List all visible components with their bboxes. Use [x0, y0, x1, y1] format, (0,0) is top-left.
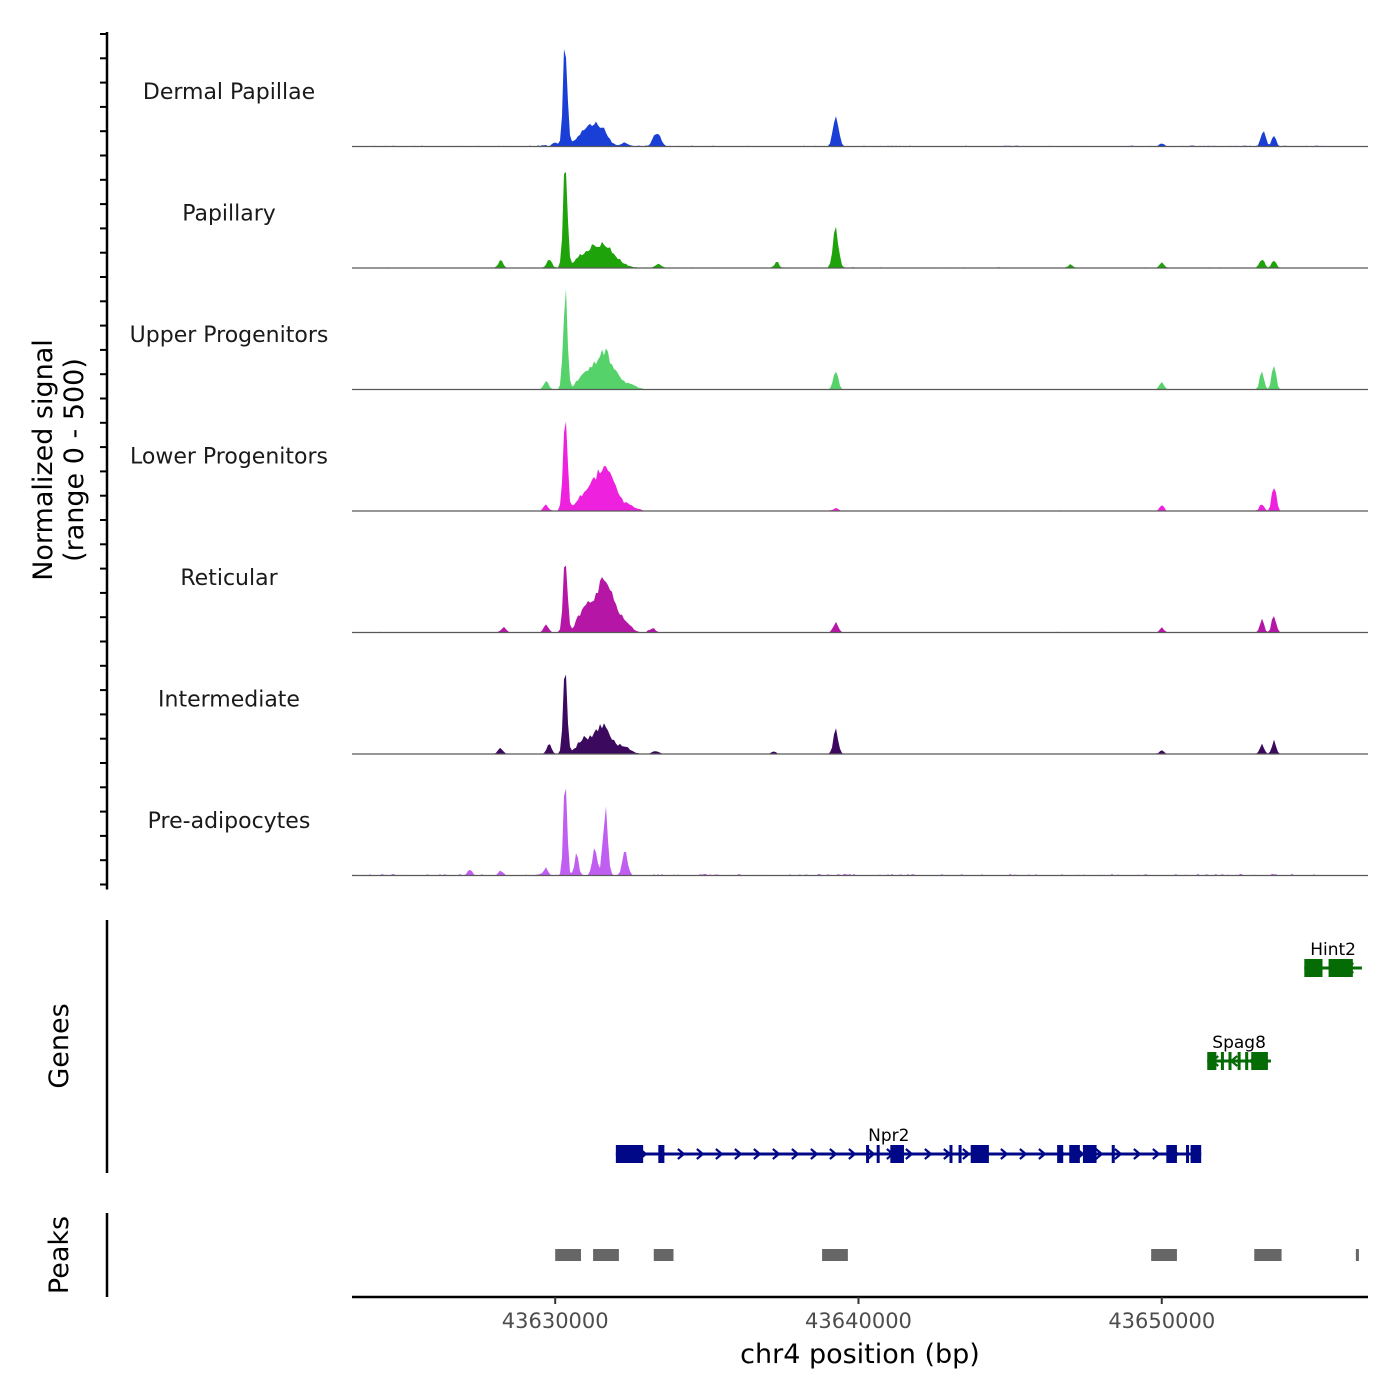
- x-tick-label: 43640000: [805, 1309, 912, 1333]
- strand-arrow: [734, 1148, 743, 1160]
- strand-arrow: [924, 1148, 933, 1160]
- signal-area: [352, 421, 1323, 511]
- signal-y-axis: [100, 32, 109, 890]
- strand-arrow: [1114, 1148, 1123, 1160]
- gene-model: Hint2: [1304, 940, 1362, 977]
- signal-area: [352, 49, 1323, 147]
- peak-region: [653, 1249, 674, 1261]
- x-axis-title: chr4 position (bp): [740, 1339, 980, 1370]
- genes-track: Hint2 Spag8 Npr2: [615, 940, 1362, 1163]
- strand-arrow: [829, 1148, 838, 1160]
- strand-arrow: [1038, 1148, 1047, 1160]
- peak-region: [555, 1249, 581, 1261]
- gene-label: Spag8: [1212, 1033, 1266, 1053]
- strand-arrow: [696, 1148, 705, 1160]
- strand-arrow: [1133, 1148, 1142, 1160]
- gene-exon: [970, 1145, 989, 1163]
- strand-arrow: [1095, 1148, 1104, 1160]
- gene-exon: [615, 1145, 644, 1163]
- x-axis: 43630000 43640000 43650000: [352, 1295, 1368, 1333]
- strand-arrow: [867, 1148, 876, 1160]
- peak-region: [1151, 1249, 1177, 1261]
- y-axis-title-line1: Normalized signal: [28, 339, 59, 581]
- gene-exon: [890, 1145, 904, 1163]
- gene-label: Hint2: [1310, 940, 1356, 960]
- gene-exon: [1111, 1145, 1115, 1163]
- strand-arrow: [848, 1148, 857, 1160]
- track-label: Pre-adipocytes: [148, 809, 311, 834]
- gene-exon: [1207, 1052, 1217, 1070]
- gene-exon: [1186, 1145, 1190, 1163]
- strand-arrow: [677, 1148, 686, 1160]
- gene-exon: [1245, 1052, 1249, 1070]
- gene-label: Npr2: [868, 1126, 909, 1146]
- y-axis-title-line2: (range 0 - 500): [59, 358, 90, 562]
- gene-exon: [1190, 1145, 1202, 1163]
- x-tick-label: 43630000: [502, 1309, 609, 1333]
- signal-track: Lower Progenitors: [130, 421, 1368, 512]
- peak-region: [1355, 1249, 1359, 1261]
- gene-exon: [1237, 1052, 1241, 1070]
- peaks-track: [555, 1249, 1359, 1261]
- signal-track: Upper Progenitors: [130, 288, 1368, 391]
- strand-arrow: [791, 1148, 800, 1160]
- gene-exon: [1304, 959, 1323, 977]
- strand-arrow: [772, 1148, 781, 1160]
- strand-arrow: [810, 1148, 819, 1160]
- gene-exon: [1328, 959, 1353, 977]
- track-label: Dermal Papillae: [143, 80, 315, 105]
- peak-region: [822, 1249, 848, 1261]
- signal-track: Pre-adipocytes: [148, 788, 1368, 877]
- signal-area: [352, 171, 1323, 268]
- strand-arrow: [1019, 1148, 1028, 1160]
- signal-track: Dermal Papillae: [143, 49, 1368, 148]
- gene-exon: [1082, 1145, 1097, 1163]
- strand-arrow: [1152, 1148, 1161, 1160]
- gene-model: Spag8: [1207, 1033, 1271, 1070]
- peak-region: [1254, 1249, 1282, 1261]
- signal-area: [352, 674, 1323, 754]
- track-label: Lower Progenitors: [130, 445, 328, 470]
- peak-region: [593, 1249, 619, 1261]
- track-label: Papillary: [182, 202, 276, 227]
- gene-exon: [1069, 1145, 1080, 1163]
- gene-exon: [658, 1145, 665, 1163]
- strand-arrow: [715, 1148, 724, 1160]
- signal-tracks: Dermal Papillae Papillary Upper Progenitor…: [130, 49, 1368, 877]
- gene-exon: [1220, 1052, 1224, 1070]
- gene-exon: [866, 1145, 870, 1163]
- signal-track: Papillary: [182, 171, 1368, 269]
- strand-arrow: [905, 1148, 914, 1160]
- strand-arrow: [1000, 1148, 1009, 1160]
- strand-arrow: [753, 1148, 762, 1160]
- signal-area: [352, 788, 1323, 876]
- track-label: Reticular: [180, 566, 278, 591]
- peaks-track-title: Peaks: [44, 1216, 75, 1294]
- track-label: Intermediate: [158, 688, 300, 713]
- gene-exon: [1166, 1145, 1177, 1163]
- signal-track: Reticular: [180, 565, 1368, 634]
- gene-exon: [1251, 1052, 1268, 1070]
- gene-exon: [1057, 1145, 1064, 1163]
- signal-area: [352, 288, 1323, 390]
- gene-exon: [1228, 1052, 1232, 1070]
- gene-exon: [949, 1145, 953, 1163]
- signal-track: Intermediate: [158, 674, 1368, 755]
- x-tick-label: 43650000: [1108, 1309, 1215, 1333]
- gene-model: Npr2: [615, 1126, 1202, 1163]
- gene-exon: [958, 1145, 962, 1163]
- signal-area: [352, 565, 1323, 633]
- gene-exon: [876, 1145, 880, 1163]
- genes-track-title: Genes: [44, 1003, 75, 1088]
- track-label: Upper Progenitors: [130, 323, 329, 348]
- strand-arrow: [962, 1148, 971, 1160]
